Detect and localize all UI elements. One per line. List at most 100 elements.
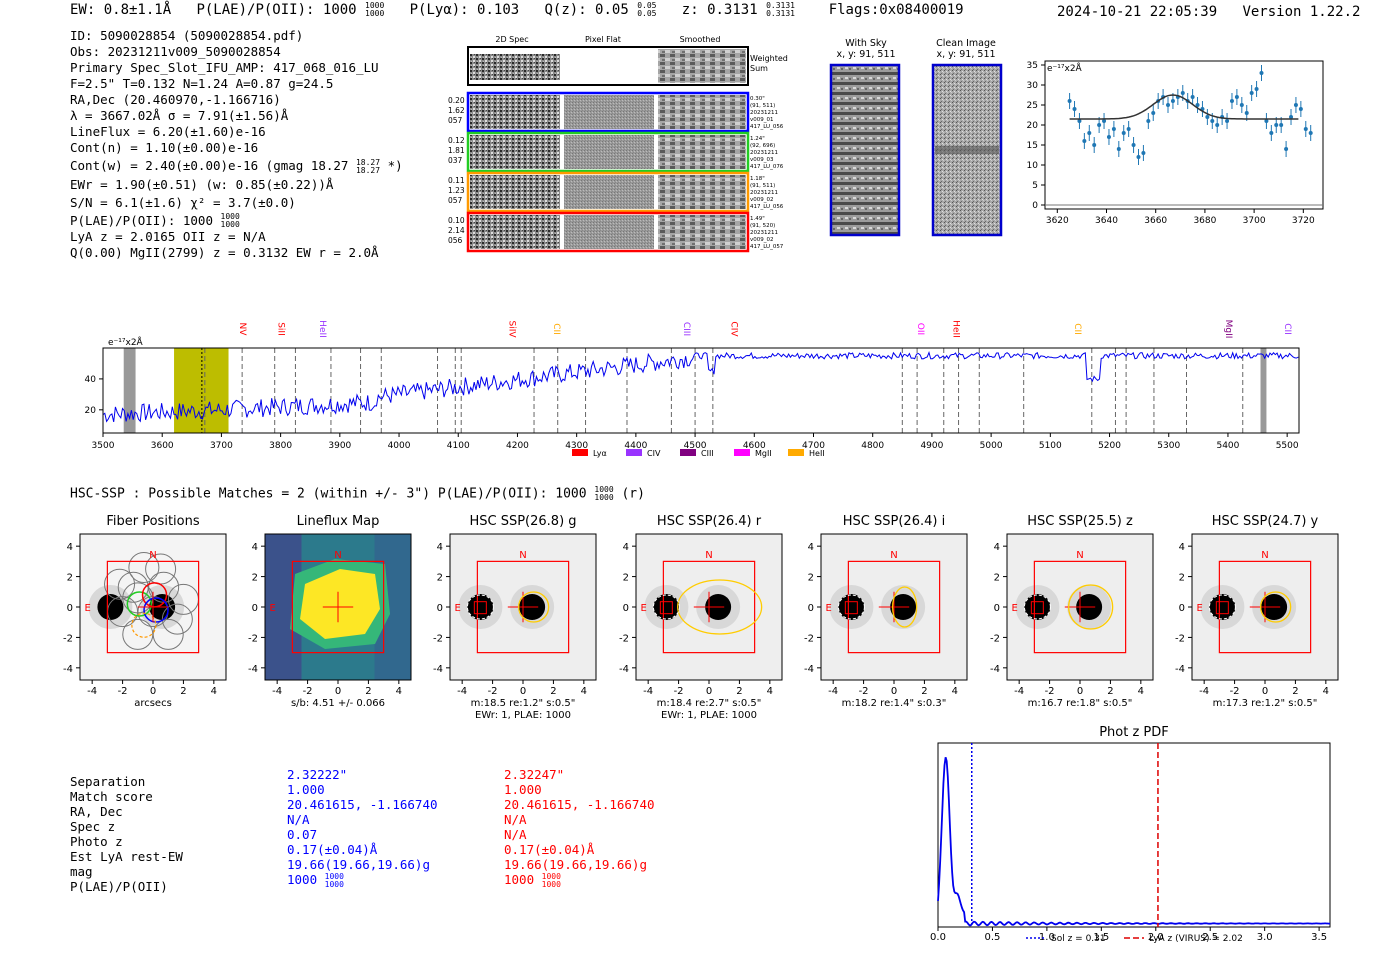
north-label: N [1261,550,1268,561]
photz-legend-sol: Sol z = 0.31 [1051,934,1106,944]
hsc-secondary-ellipse [1208,594,1236,620]
match-col2-plae-sup: 1000 [541,871,561,881]
cutout-row-right-label: 417_LU_056 [750,204,784,210]
zoom-point [1264,119,1269,123]
hsc-ytick-label: 2 [994,573,1000,584]
hsc-xtick-label: -2 [303,686,313,697]
cutout-row-right-label: 20231211 [750,230,778,236]
spectrum-legend-swatch [680,449,696,456]
zoom-point [1225,119,1230,123]
hsc-secondary-ellipse [1023,594,1051,620]
hsc-panel: Lineflux Map N E -4 -4 -2 -2 0 0 2 2 4 4 s/b: 4.51 +/… [248,514,412,709]
match-col1-ew: 0.17(±0.04)Å [287,842,378,857]
header-right: 2024-10-21 22:05:39 Version 1.22.2 [1057,4,1360,20]
zoom-xtick-label: 3680 [1193,216,1216,226]
zoom-point [1077,119,1082,123]
weighted-sum-2d [470,54,560,80]
spectrum-legend-swatch [626,449,642,456]
photz-xtick-label: 2.0 [1148,932,1164,943]
hsc-ytick-label: 4 [252,542,258,553]
zoom-point [1087,131,1092,135]
match-col1-plae-sup: 1000 [324,871,344,881]
zoom-xtick-label: 3720 [1292,216,1315,226]
spectrum-legend-swatch [572,449,588,456]
zoom-point [1303,127,1308,131]
info-line-q: Q(0.00) MgII(2799) z = 0.3132 EW r = 2.0… [70,245,379,260]
cutout-row-right-label: 20231211 [750,190,778,196]
match-col2-specz: N/A [504,812,527,827]
spectrum-unit: e⁻¹⁷x2Å [108,336,144,348]
header-plae-sub: 1000 [365,9,385,18]
zoom-point [1293,103,1298,107]
with-sky-xy: x, y: 91, 511 [836,49,896,60]
hsc-xtick-label: 2 [550,686,556,697]
header-z: z: 0.3131 [681,2,758,18]
hsc-ytick-label: 4 [437,542,443,553]
header-qz: Q(z): 0.05 [544,2,629,18]
hsc-ytick-label: -4 [990,664,1000,675]
zoom-point [1259,71,1264,75]
cutout-row-smooth [658,135,746,169]
zoom-point [1279,123,1284,127]
hsc-ytick-label: 0 [994,603,1000,614]
zoom-point [1308,131,1313,135]
cutout-row-right-label: 417_LU_057 [750,244,784,250]
cutout-row-2d [470,175,560,209]
hsc-panel-caption: m:16.7 re:1.8" s:0.5" [1028,698,1133,709]
cutout-row-left-label: 1.62 [448,106,465,115]
photz-frame [937,742,1331,928]
with-sky-title: With Sky [845,38,887,49]
header-ew: EW: 0.8±1.1Å [70,2,172,18]
cutout-row-flat [564,175,654,209]
hsc-match-box [1215,601,1229,615]
hsc-secondary-ellipse [837,594,865,620]
spectrum-xtick-label: 4100 [447,441,470,451]
match-col1-score: 1.000 [287,782,325,797]
cutout-row-left-label: 1.23 [448,186,465,195]
cutout-row-right-label: (91, 511) [750,103,775,109]
zoom-ytick-label: 15 [1027,141,1038,151]
hsc-ytick-label: -2 [1175,633,1185,644]
cutout-row-2d [470,215,560,249]
match-label-plae: P(LAE)/P(OII) [70,879,168,894]
hsc-xtick-label: -2 [118,686,128,697]
spectrum-legend-label: MgII [755,449,772,458]
spectrum-xtick-label: 5000 [980,441,1003,451]
spectrum-xtick-label: 5300 [1157,441,1180,451]
hsc-panel: HSC SSP(25.5) z N E -4 -4 -2 -2 0 0 2 2 4 4 m:16.7 re… [990,514,1154,709]
photz-xtick-label: 3.0 [1257,932,1273,943]
hsc-ytick-label: -4 [433,664,443,675]
zoom-point [1136,155,1141,159]
zoom-point [1121,131,1126,135]
hsc-title-sub: 1000 [594,493,614,502]
north-label: N [149,550,156,561]
hsc-source-ellipse [517,591,550,623]
zoom-point [1229,99,1234,103]
hsc-match-box [844,601,858,615]
zoom-xtick-label: 3620 [1046,216,1069,226]
fiber-circle [128,551,160,583]
cutout-row-right-label: v009_03 [750,157,774,163]
header-flags: Flags:0x08400019 [828,2,964,18]
hsc-xtick-label: 4 [396,686,402,697]
spectrum-line-label: CII [1072,323,1082,335]
fiber-orange [131,612,157,638]
header-qz-sup: 0.05 [637,1,657,10]
hsc-ytick-label: 2 [623,573,629,584]
hsc-panel: Fiber Positions N E -4 -4 -2 -2 0 0 2 2 4 4 arcsecs [63,514,227,709]
galaxy-core [97,594,124,620]
cutout-row-right-label: (92, 696) [750,143,775,149]
hsc-xtick-label: 2 [1107,686,1113,697]
hsc-aperture-box [662,560,756,654]
hsc-xtick-label: -4 [828,686,838,697]
fiber-green [126,591,153,617]
hsc-aperture-box [847,560,941,654]
cutout-row-left-label: 037 [448,156,463,165]
match-col1-specz: N/A [287,812,310,827]
zoom-point [1298,107,1303,111]
header-plae-sup: 1000 [365,1,385,10]
with-sky-image [829,63,901,237]
info-line-ft: F=2.5" T=0.132 N=1.24 A=0.87 g=24.5 [70,76,334,91]
info-contw-sub: 18.27 [355,165,381,175]
east-label: E [640,603,646,614]
